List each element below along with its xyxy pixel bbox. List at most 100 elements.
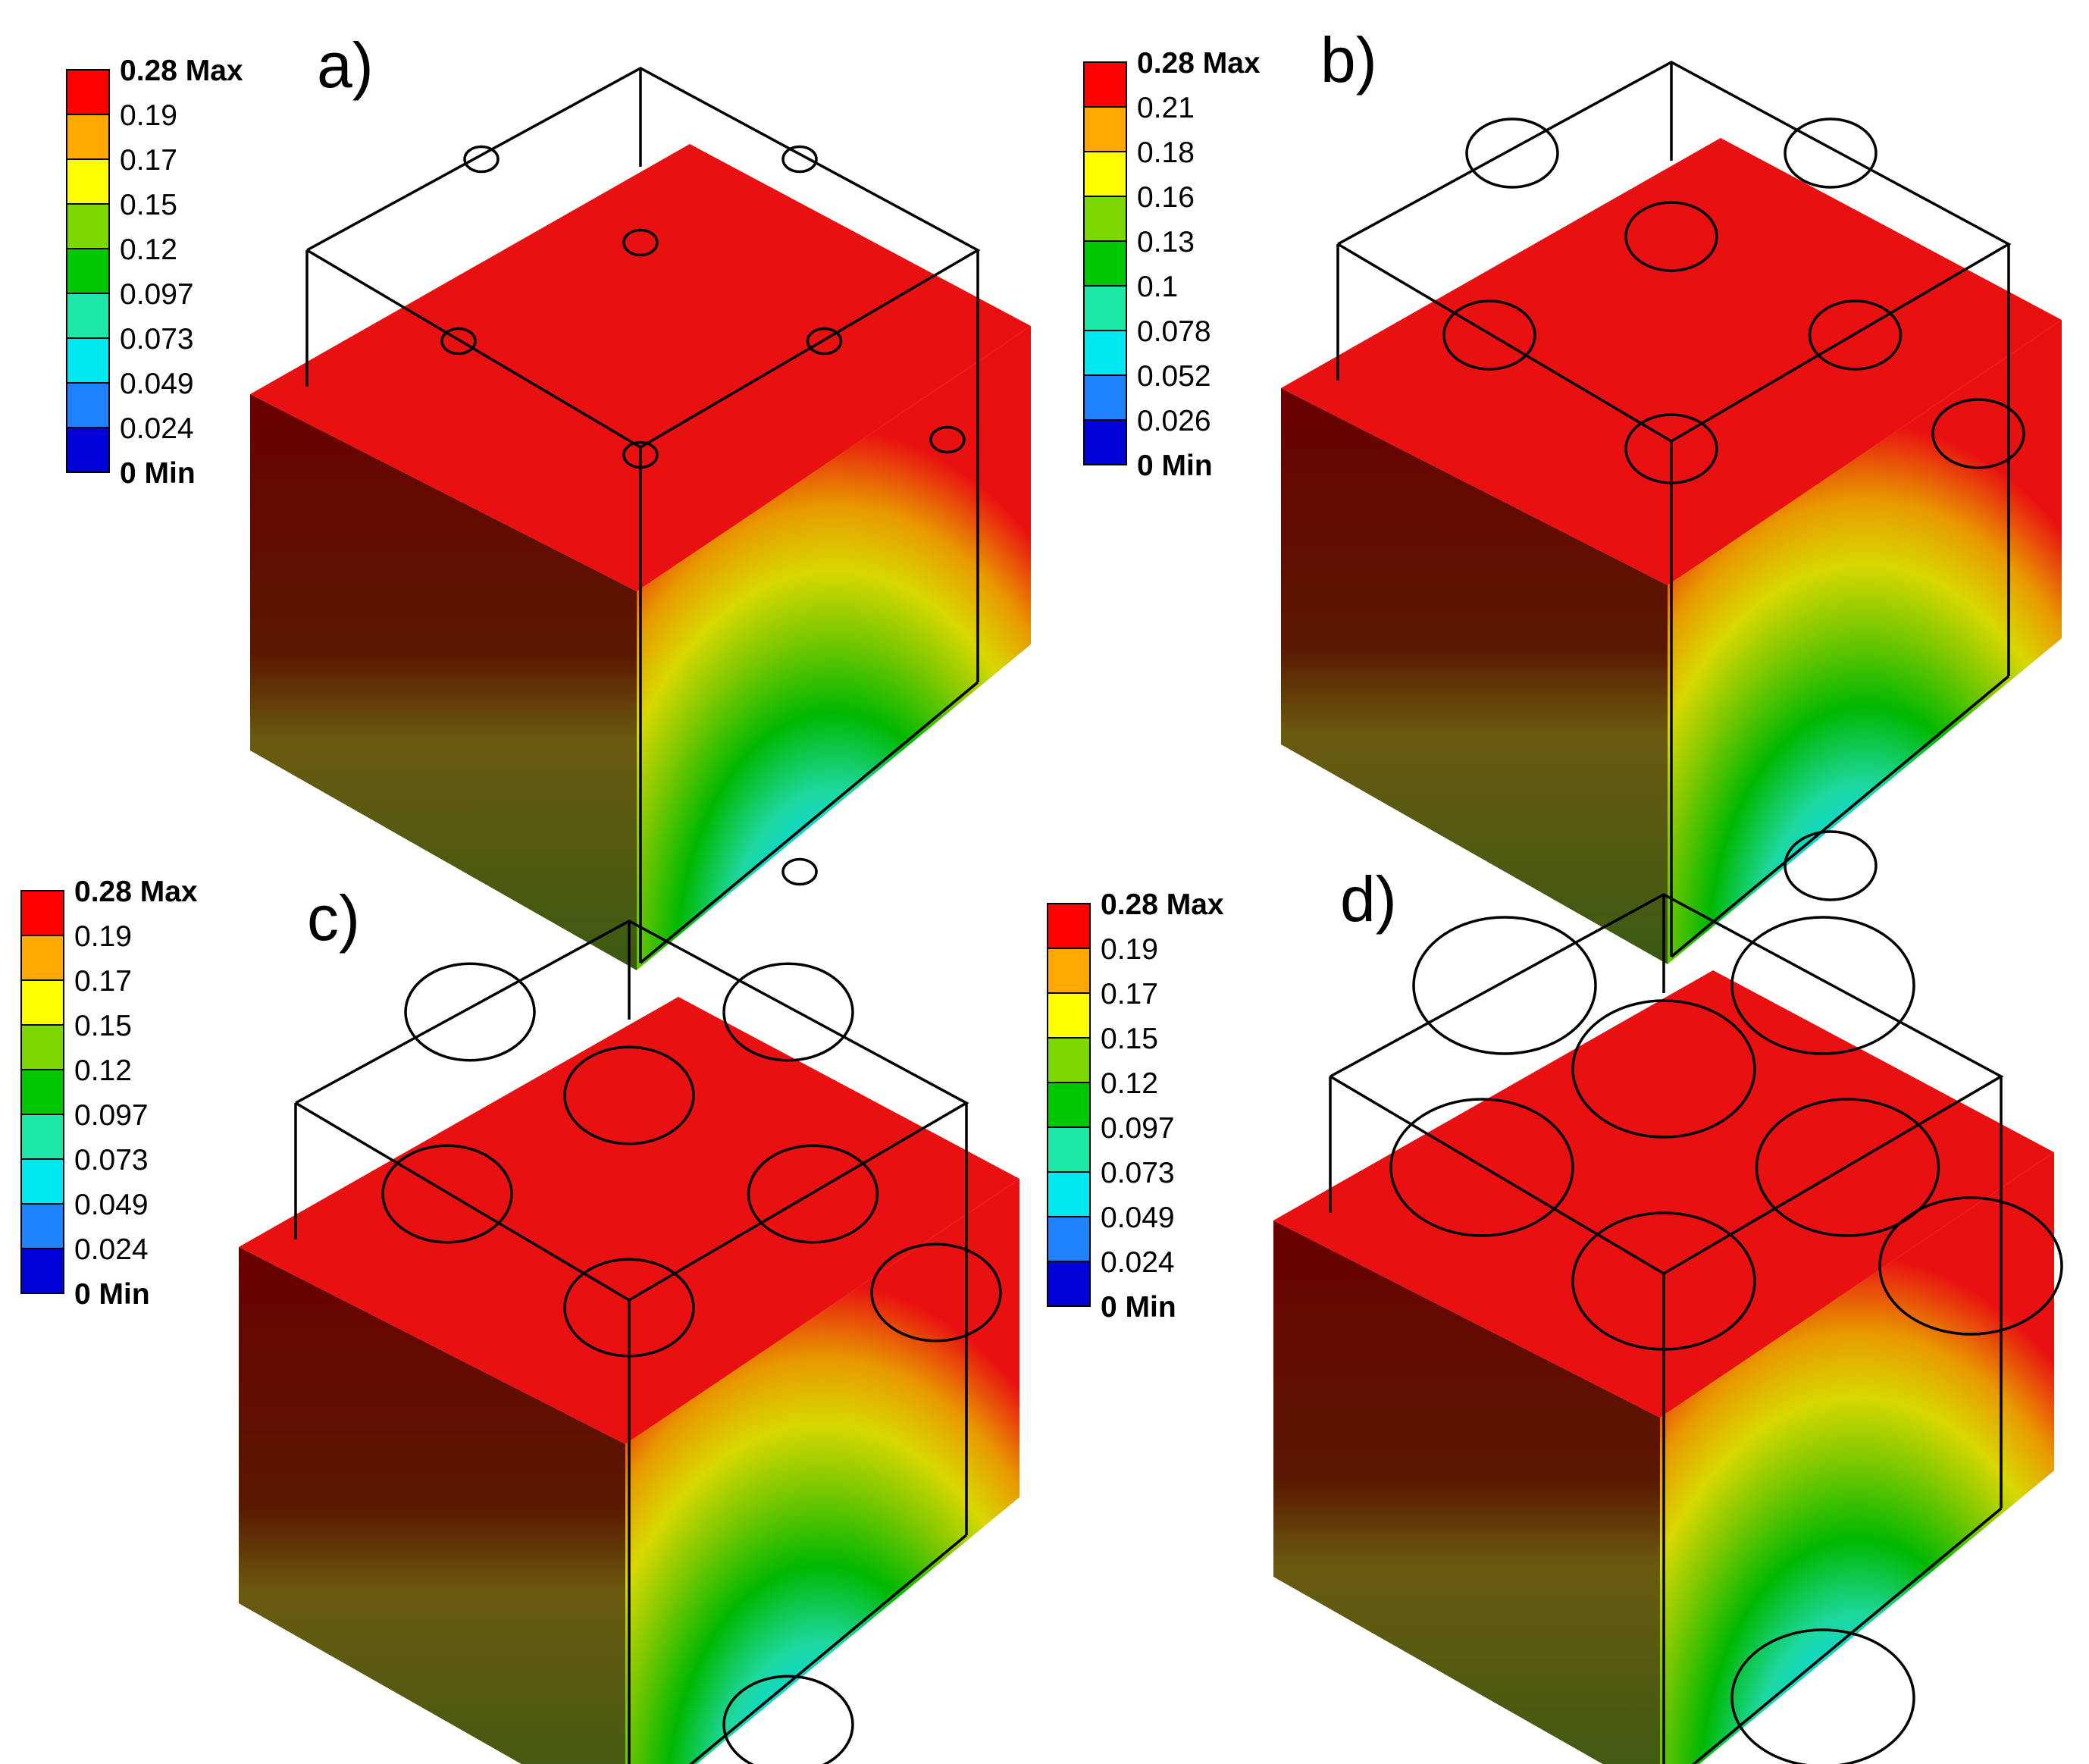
legend-swatch [66,203,110,249]
legend-swatch [1047,1216,1091,1262]
legend-swatch [1047,1126,1091,1173]
cube-right-face [1660,1152,2054,1764]
legend-swatch [20,1158,64,1205]
legend-swatch [1047,903,1091,949]
legend-level-label: 0.17 [1101,978,1158,1010]
particle-outline [1624,201,1718,272]
legend-swatch [66,158,110,205]
particle-outline [1442,299,1536,371]
legend-max-label: 0.28 Max [74,876,198,908]
particle-outline [929,425,966,454]
particle-outline [870,1242,1002,1343]
legend-swatch [1047,1261,1091,1307]
cube-right-face [1668,320,2062,964]
legend-swatch [1047,1037,1091,1083]
cube-top-face [239,997,1019,1444]
panel-c-cube [239,920,1019,1764]
legend-swatch [1083,419,1127,465]
panel-b-cube [1281,61,2062,964]
unit-cell-bottom-edge [689,1534,968,1764]
particle-outline [806,327,843,356]
legend-level-label: 0.024 [74,1233,149,1266]
particle-outline [747,1144,879,1244]
legend-level-label: 0.21 [1137,92,1195,124]
particle-outline [722,962,854,1062]
panel-b: 0.28 Max 0.21 0.18 0.16 0.13 0.1 0.078 0.052 0.0… [1083,24,2062,964]
cube-left-face [1281,388,1668,964]
particle-outline [1389,1098,1574,1237]
legend-min-label: 0 Min [120,457,196,490]
cube-top-face [250,144,1031,591]
particle-outline [1784,830,1878,901]
particle-outline [1784,117,1878,189]
legend-swatch [66,114,110,160]
legend-level-label: 0.12 [120,233,177,266]
legend-swatch [20,1024,64,1070]
particle-outline [1808,299,1903,371]
legend-level-label: 0.049 [120,368,194,400]
legend-swatch [66,293,110,339]
particle-outline [622,440,659,469]
legend-swatch [1083,240,1127,287]
cube-left-face [1273,1220,1660,1764]
legend-level-label: 0.052 [1137,360,1211,393]
legend-max-label: 0.28 Max [120,55,243,87]
legend-swatch [20,1203,64,1249]
legend-level-label: 0.024 [1101,1246,1175,1279]
legend-swatch [1083,196,1127,242]
panel-d: 0.28 Max 0.19 0.17 0.15 0.12 0.097 0.073 0.049 0… [1047,863,2063,1764]
particle-outline [1624,413,1718,484]
legend-min-label: 0 Min [1137,450,1213,482]
particle-outline [463,145,500,174]
legend-level-label: 0.024 [120,412,194,445]
panel-b-legend: 0.28 Max 0.21 0.18 0.16 0.13 0.1 0.078 0.052 0.0… [1083,47,1261,482]
panel-d-cube [1273,893,2063,1764]
legend-level-label: 0.13 [1137,226,1195,258]
legend-level-label: 0.12 [1101,1067,1158,1100]
panel-b-letter: b) [1320,24,1377,96]
legend-min-label: 0 Min [1101,1291,1176,1324]
legend-swatch [66,248,110,294]
legend-swatch [66,382,110,428]
legend-level-label: 0.097 [74,1099,149,1132]
legend-min-label: 0 Min [74,1278,150,1311]
panel-a-letter: a) [317,30,374,101]
legend-swatch [20,1248,64,1294]
cube-top-face [1273,970,2054,1418]
legend-swatch [20,1114,64,1160]
panel-d-letter: d) [1340,863,1397,935]
legend-swatch [1083,285,1127,331]
cube-right-face [625,1179,1019,1764]
cube-right-face [637,326,1031,970]
legend-max-label: 0.28 Max [1101,888,1224,921]
legend-level-label: 0.15 [120,189,177,221]
legend-level-label: 0.073 [1101,1157,1175,1189]
panel-c-legend: 0.28 Max 0.19 0.17 0.15 0.12 0.097 0.073 0.049 0… [20,876,198,1311]
legend-swatch [20,1069,64,1115]
legend-swatch [1083,106,1127,152]
particle-outline [1755,1098,1940,1237]
legend-swatch [1083,151,1127,197]
legend-level-label: 0.073 [120,323,194,356]
legend-level-label: 0.097 [120,278,194,311]
legend-level-label: 0.049 [1101,1202,1175,1234]
cube-left-face [250,394,637,970]
particle-outline [404,962,536,1062]
cube-top-face [1281,138,2062,585]
particle-outline [1571,999,1756,1139]
legend-level-label: 0.097 [1101,1112,1175,1145]
legend-level-label: 0.19 [1101,933,1158,966]
particle-outline [1571,1211,1756,1351]
legend-level-label: 0.19 [74,920,132,953]
legend-swatch [1047,1082,1091,1128]
legend-level-label: 0.17 [120,144,177,177]
panel-a: 0.28 Max 0.19 0.17 0.15 0.12 0.097 0.073 0.049 0… [66,30,1031,970]
legend-swatch [66,427,110,473]
legend-level-label: 0.18 [1137,136,1195,169]
legend-swatch [1047,1171,1091,1217]
legend-level-label: 0.049 [74,1189,149,1221]
particle-outline [563,1045,695,1145]
panel-d-legend: 0.28 Max 0.19 0.17 0.15 0.12 0.097 0.073 0.049 0… [1047,888,1224,1324]
legend-level-label: 0.026 [1137,405,1211,437]
